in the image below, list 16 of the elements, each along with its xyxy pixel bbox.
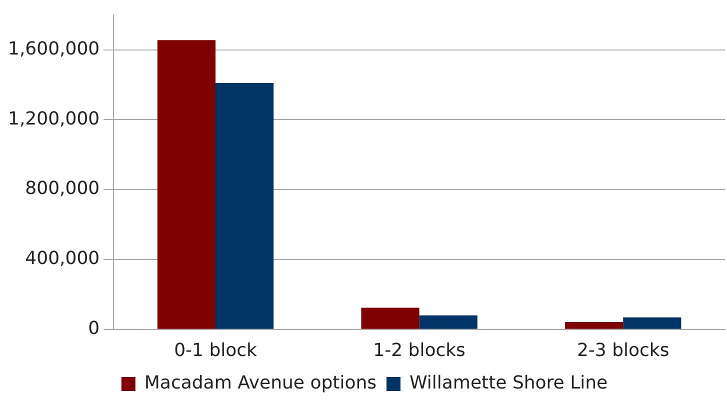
legend-label: Macadam Avenue options — [144, 372, 376, 394]
y-tick-label: 1,200,000 — [8, 108, 100, 130]
x-tick-label: 0-1 block — [174, 340, 258, 361]
x-tick-label: 1-2 blocks — [373, 340, 466, 361]
bar — [565, 322, 624, 329]
bar — [419, 315, 478, 329]
bar — [361, 308, 420, 329]
bar — [216, 82, 274, 329]
bar — [623, 317, 682, 329]
legend-label: Willamette Shore Line — [409, 372, 608, 394]
y-tick-label: 400,000 — [25, 248, 100, 270]
y-tick-label: 0 — [88, 318, 100, 340]
bar — [157, 40, 216, 329]
y-tick-label: 800,000 — [25, 178, 100, 200]
y-tick-label: 1,600,000 — [8, 38, 100, 60]
x-tick-label: 2-3 blocks — [576, 340, 670, 361]
